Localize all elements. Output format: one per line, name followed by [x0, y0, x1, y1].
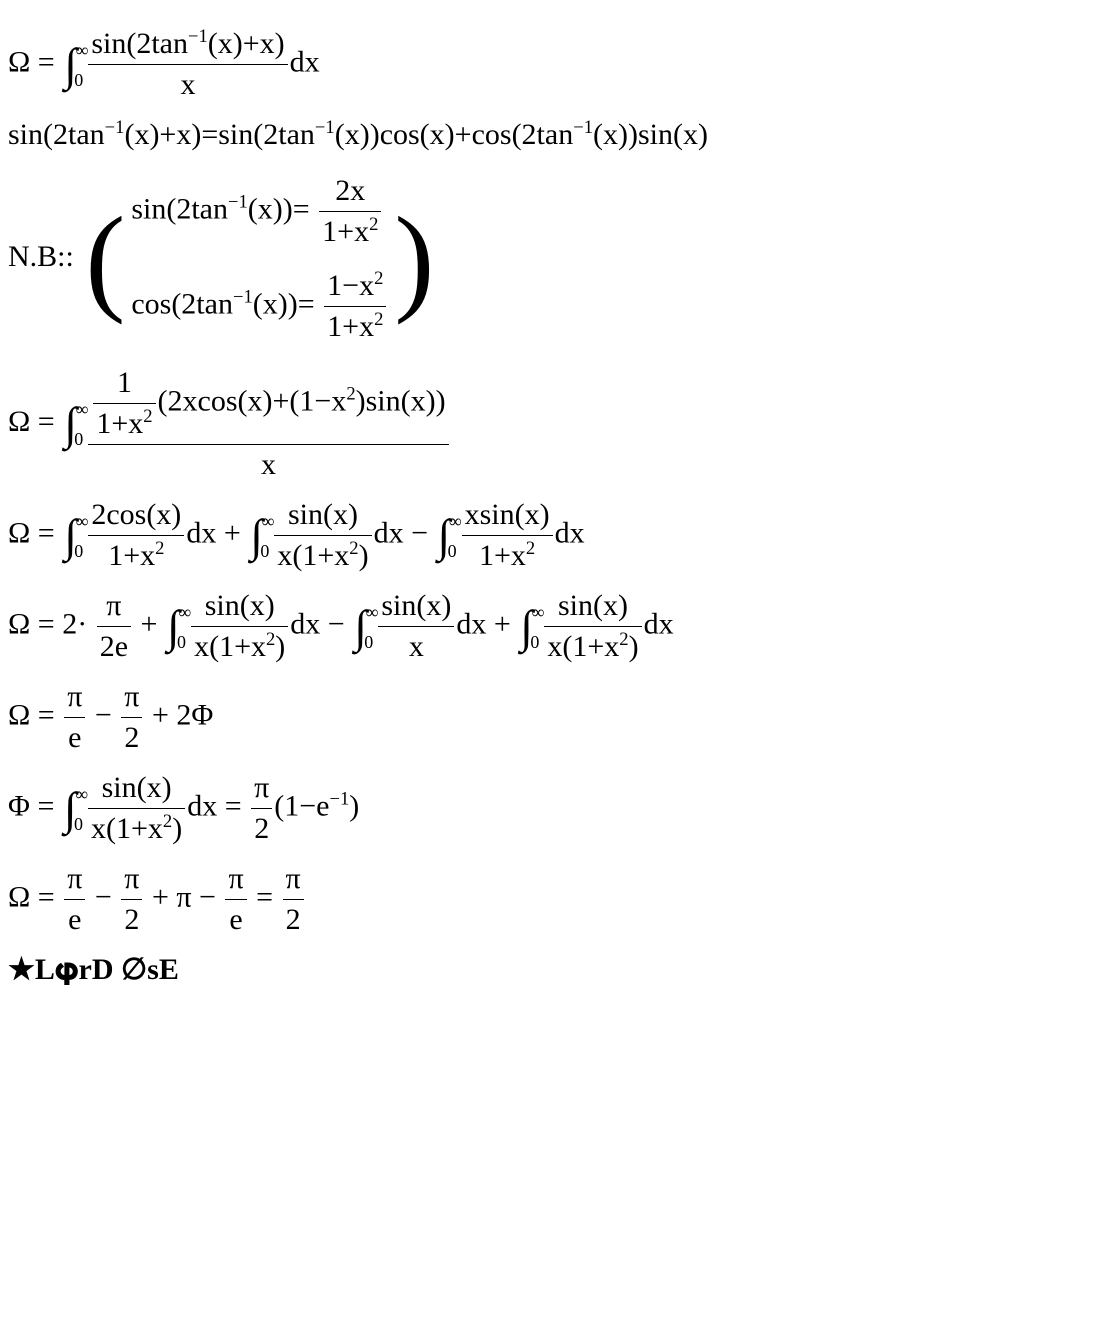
fraction: 1 1+x2 (2xcos(x)+(1−x2)sin(x)) x — [88, 365, 448, 483]
equals: = — [30, 45, 62, 78]
numerator: sin(2tan−1(x)+x) — [88, 26, 287, 64]
cases-matrix: ( sin(2tan−1(x))= 2x 1+x2 cos(2tan−1(x))… — [85, 167, 434, 351]
integral: ∫ 0 ∞ — [64, 42, 77, 88]
equation-line-6: Ω = 2· π2e + ∫0∞ sin(x) x(1+x2) dx − ∫0∞… — [8, 588, 1110, 665]
equation-line-5: Ω = ∫0∞ 2cos(x) 1+x2 dx + ∫0∞ sin(x) x(1… — [8, 497, 1110, 574]
integral: ∫ 0 ∞ — [64, 401, 77, 447]
dx: dx — [290, 45, 320, 78]
nb-label: N.B:: — [8, 240, 81, 273]
integral-upper: ∞ — [76, 40, 89, 62]
equation-line-2: sin(2tan−1(x)+x)=sin(2tan−1(x))cos(x)+co… — [8, 117, 1110, 153]
equation-line-3: N.B:: ( sin(2tan−1(x))= 2x 1+x2 cos(2tan… — [8, 167, 1110, 351]
equation-line-1: Ω = ∫ 0 ∞ sin(2tan−1(x)+x) x dx — [8, 26, 1110, 103]
denominator: x — [88, 64, 287, 103]
omega-symbol: Ω — [8, 880, 30, 913]
equation-line-9: Ω = πe − π2 + π − πe = π2 — [8, 861, 1110, 938]
matrix-row-1: sin(2tan−1(x))= 2x 1+x2 — [131, 173, 388, 250]
matrix-row-2: cos(2tan−1(x))= 1−x2 1+x2 — [131, 268, 388, 345]
integral-lower: 0 — [74, 70, 83, 92]
equation-line-4: Ω = ∫ 0 ∞ 1 1+x2 (2xcos(x)+(1−x2)sin(x))… — [8, 365, 1110, 483]
author-signature: ★L𝛗rD ∅sE — [8, 952, 1110, 987]
phi-symbol: Φ — [8, 789, 30, 822]
right-paren: ) — [394, 167, 434, 351]
fraction: sin(2tan−1(x)+x) x — [88, 26, 287, 103]
omega-symbol: Ω — [8, 405, 30, 438]
omega-symbol: Ω — [8, 45, 30, 78]
left-paren: ( — [85, 167, 125, 351]
omega-symbol: Ω — [8, 607, 30, 640]
equation-line-7: Ω = πe − π2 + 2Φ — [8, 679, 1110, 756]
omega-symbol: Ω — [8, 516, 30, 549]
omega-symbol: Ω — [8, 698, 30, 731]
equation-line-8: Φ = ∫0∞ sin(x) x(1+x2) dx = π2(1−e−1) — [8, 770, 1110, 847]
